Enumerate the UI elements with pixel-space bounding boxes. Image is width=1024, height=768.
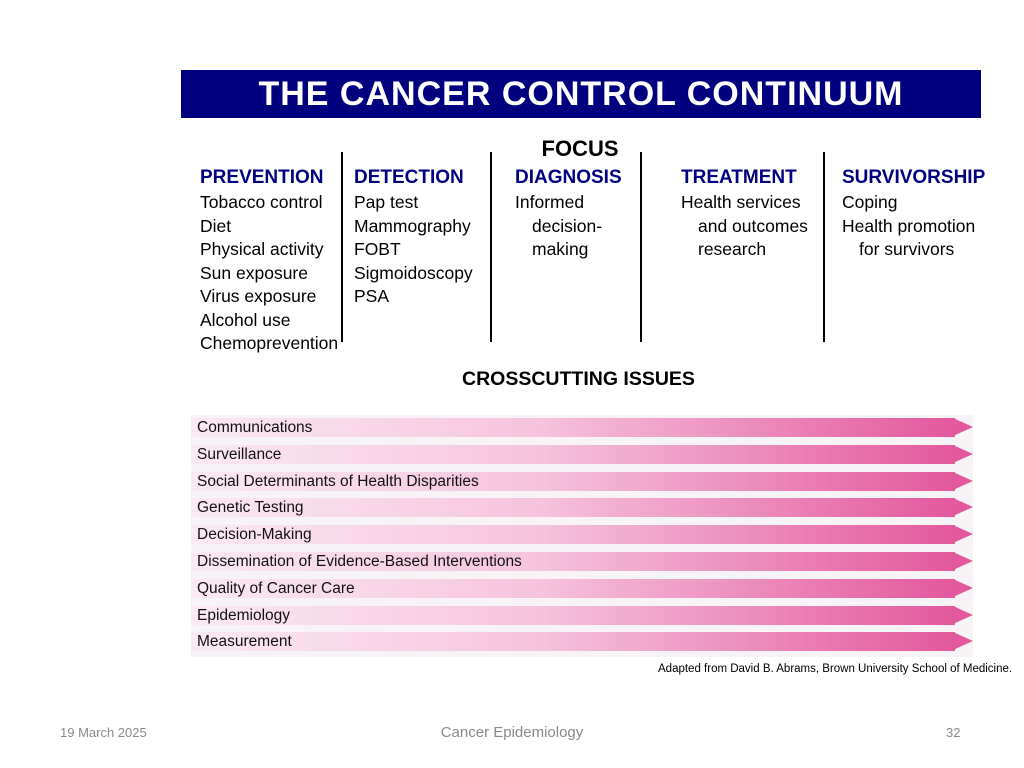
- column-divider: [640, 152, 642, 342]
- footer-title: Cancer Epidemiology: [440, 724, 584, 741]
- column-header: SURVIVORSHIP: [842, 167, 986, 188]
- arrow-head: [953, 525, 973, 544]
- arrow-head: [953, 471, 973, 490]
- column-divider: [823, 152, 825, 342]
- column-item: Health promotion: [842, 215, 976, 236]
- crosscutting-arrow: Decision-Making: [191, 525, 973, 545]
- column-item: Sigmoidoscopy: [354, 262, 473, 283]
- column-item: Tobacco control: [200, 192, 323, 212]
- column-header: TREATMENT: [681, 167, 797, 188]
- crosscutting-title: CROSSCUTTING ISSUES: [462, 368, 695, 390]
- column-item: Alcohol use: [200, 309, 291, 330]
- column-item: Health services: [681, 192, 801, 212]
- column-item: Virus exposure: [200, 286, 317, 306]
- crosscutting-arrow: Communications: [191, 418, 973, 437]
- arrow-head: [953, 498, 973, 517]
- footer-date: 19 March 2025: [60, 725, 147, 740]
- arrow-shaft: [191, 605, 955, 625]
- arrow-shaft: [191, 444, 955, 464]
- crosscutting-arrow: Dissemination of Evidence-Based Interven…: [191, 552, 973, 571]
- column-header: PREVENTION: [200, 167, 324, 188]
- crosscutting-issue-label: Social Determinants of Health Disparitie…: [197, 472, 479, 490]
- column-divider: [490, 152, 492, 342]
- column-divider: [341, 152, 343, 342]
- arrow-shaft: [191, 525, 955, 545]
- crosscutting-issue-label: Quality of Cancer Care: [197, 579, 355, 597]
- column-item: Mammography: [354, 215, 471, 236]
- diagram-title: THE CANCER CONTROL CONTINUUM: [181, 70, 981, 118]
- crosscutting-arrow: Quality of Cancer Care: [191, 578, 973, 598]
- crosscutting-issue-label: Communications: [197, 419, 313, 436]
- arrow-shaft: [191, 471, 955, 491]
- column-item: PSA: [354, 286, 390, 306]
- crosscutting-issue-label: Surveillance: [197, 445, 282, 463]
- column-item: and outcomes: [698, 215, 808, 236]
- column-diagnosis: DIAGNOSIS Informed decision-making: [515, 166, 622, 262]
- arrow-shaft: [191, 418, 955, 437]
- column-prevention: PREVENTION Tobacco control Diet Physical ac…: [200, 166, 338, 356]
- column-item: Physical activity: [200, 239, 324, 259]
- arrow-head: [953, 444, 973, 463]
- crosscutting-arrow: Surveillance: [191, 444, 973, 464]
- column-item: research: [698, 239, 767, 259]
- column-item: Informed: [515, 192, 585, 212]
- crosscutting-arrow: Social Determinants of Health Disparitie…: [191, 471, 973, 491]
- focus-label: FOCUS: [541, 136, 619, 161]
- arrow-shaft: [191, 552, 955, 571]
- column-item: for survivors: [859, 239, 955, 259]
- column-item: Coping: [842, 192, 898, 212]
- column-item: Diet: [200, 215, 232, 236]
- column-item: making: [532, 239, 589, 259]
- crosscutting-arrow: Measurement: [191, 632, 973, 652]
- column-header: DIAGNOSIS: [515, 167, 622, 188]
- arrow-head: [953, 605, 973, 624]
- crosscutting-issue-label: Genetic Testing: [197, 499, 304, 517]
- column-survivorship: SURVIVORSHIP Coping Health promotion for su…: [842, 166, 985, 262]
- crosscutting-issue-label: Dissemination of Evidence-Based Interven…: [197, 553, 522, 570]
- column-item: Pap test: [354, 192, 419, 212]
- source-credit: Adapted from David B. Abrams, Brown Univ…: [658, 663, 1013, 675]
- arrow-head: [953, 552, 973, 570]
- column-item: Chemoprevention: [200, 333, 339, 353]
- crosscutting-issue-label: Measurement: [197, 633, 292, 651]
- arrow-head: [953, 578, 973, 597]
- arrow-shaft: [191, 578, 955, 598]
- column-item: Sun exposure: [200, 262, 308, 283]
- arrow-head: [953, 632, 973, 651]
- arrow-head: [953, 418, 973, 436]
- crosscutting-issue-label: Epidemiology: [197, 606, 291, 624]
- arrow-shaft: [191, 632, 955, 652]
- crosscutting-issues-panel: Communications Surveillance Social Determi…: [191, 415, 973, 657]
- crosscutting-arrow: Genetic Testing: [191, 498, 973, 518]
- column-item: FOBT: [354, 239, 401, 259]
- column-detection: DETECTION Pap test Mammography FOBT Sigmoido…: [354, 166, 473, 309]
- crosscutting-arrow: Epidemiology: [191, 605, 973, 625]
- crosscutting-issue-label: Decision-Making: [197, 526, 312, 544]
- footer-page-number: 32: [946, 725, 961, 740]
- column-item: decision-: [532, 215, 603, 236]
- arrow-shaft: [191, 498, 955, 518]
- column-treatment: TREATMENT Health services and outcomes rese…: [681, 166, 808, 262]
- column-header: DETECTION: [354, 167, 464, 188]
